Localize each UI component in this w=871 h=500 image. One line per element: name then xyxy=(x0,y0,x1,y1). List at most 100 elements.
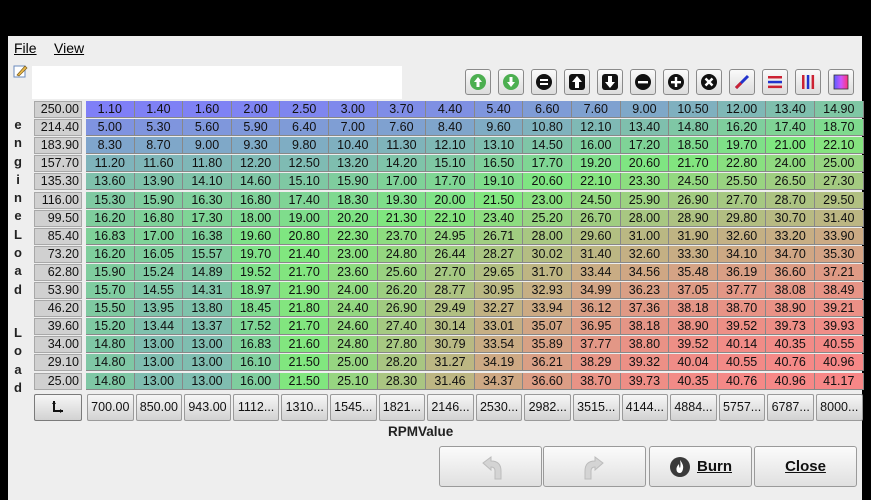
arrow-up-circle-button[interactable] xyxy=(465,69,491,95)
table-cell[interactable]: 13.44 xyxy=(134,318,184,336)
color-scale-button[interactable] xyxy=(828,69,854,95)
table-cell[interactable]: 21.90 xyxy=(280,282,329,299)
table-cell[interactable]: 12.20 xyxy=(231,155,281,173)
table-cell[interactable]: 19.70 xyxy=(231,245,281,263)
table-cell[interactable]: 23.00 xyxy=(329,245,378,263)
table-cell[interactable]: 32.60 xyxy=(620,245,670,263)
table-cell[interactable]: 38.90 xyxy=(669,318,718,336)
table-cell[interactable]: 10.40 xyxy=(329,137,378,155)
table-cell[interactable]: 14.90 xyxy=(815,101,864,118)
table-cell[interactable]: 21.70 xyxy=(280,263,329,281)
table-cell[interactable]: 14.50 xyxy=(523,137,572,155)
table-cell[interactable]: 20.20 xyxy=(329,209,378,227)
table-cell[interactable]: 28.20 xyxy=(377,354,427,372)
table-cell[interactable]: 24.50 xyxy=(669,173,718,191)
menu-file[interactable]: File xyxy=(14,40,37,56)
table-cell[interactable]: 24.50 xyxy=(572,191,621,209)
table-cell[interactable]: 17.30 xyxy=(183,209,232,227)
table-cell[interactable]: 31.40 xyxy=(572,245,621,263)
table-cell[interactable]: 33.30 xyxy=(669,245,718,263)
table-cell[interactable]: 10.80 xyxy=(523,119,572,137)
table-cell[interactable]: 16.20 xyxy=(86,245,135,263)
table-cell[interactable]: 40.55 xyxy=(717,354,767,372)
table-cell[interactable]: 37.36 xyxy=(620,300,670,318)
table-cell[interactable]: 6.40 xyxy=(280,119,329,137)
table-cell[interactable]: 40.14 xyxy=(717,336,767,354)
table-cell[interactable]: 1.10 xyxy=(86,101,135,118)
table-cell[interactable]: 25.50 xyxy=(717,173,767,191)
table-cell[interactable]: 13.00 xyxy=(183,372,232,390)
table-cell[interactable]: 34.56 xyxy=(620,263,670,281)
table-cell[interactable]: 31.40 xyxy=(815,209,864,227)
table-cell[interactable]: 1.60 xyxy=(183,101,232,118)
table-cell[interactable]: 27.80 xyxy=(377,336,427,354)
column-header[interactable]: 4144... xyxy=(621,393,669,421)
table-cell[interactable]: 22.10 xyxy=(572,173,621,191)
table-cell[interactable]: 18.45 xyxy=(231,300,281,318)
table-cell[interactable]: 14.89 xyxy=(183,263,232,281)
table-cell[interactable]: 22.10 xyxy=(815,137,864,155)
table-cell[interactable]: 34.19 xyxy=(474,354,524,372)
column-header[interactable]: 8000... xyxy=(816,393,863,421)
table-cell[interactable]: 15.30 xyxy=(86,191,135,209)
table-cell[interactable]: 17.00 xyxy=(377,173,427,191)
table-cell[interactable]: 25.20 xyxy=(523,209,572,227)
pencil-icon[interactable] xyxy=(12,63,28,79)
table-cell[interactable]: 16.83 xyxy=(231,336,281,354)
table-cell[interactable]: 19.20 xyxy=(572,155,621,173)
table-cell[interactable]: 39.52 xyxy=(669,336,718,354)
table-cell[interactable]: 34.37 xyxy=(474,372,524,390)
table-cell[interactable]: 13.20 xyxy=(329,155,378,173)
table-cell[interactable]: 19.30 xyxy=(377,191,427,209)
table-cell[interactable]: 21.50 xyxy=(280,372,329,390)
table-cell[interactable]: 11.30 xyxy=(377,137,427,155)
row-header[interactable]: 116.00 xyxy=(34,191,82,209)
table-cell[interactable]: 21.50 xyxy=(280,354,329,372)
table-cell[interactable]: 16.50 xyxy=(474,155,524,173)
row-header[interactable]: 46.20 xyxy=(34,300,82,318)
table-cell[interactable]: 3.70 xyxy=(377,101,427,118)
table-cell[interactable]: 14.31 xyxy=(183,282,232,299)
table-cell[interactable]: 12.50 xyxy=(280,155,329,173)
table-cell[interactable]: 9.00 xyxy=(183,137,232,155)
row-header[interactable]: 25.00 xyxy=(34,372,82,390)
table-cell[interactable]: 27.30 xyxy=(815,173,864,191)
table-cell[interactable]: 23.70 xyxy=(377,227,427,245)
table-cell[interactable]: 17.70 xyxy=(523,155,572,173)
table-cell[interactable]: 16.10 xyxy=(231,354,281,372)
table-cell[interactable]: 17.40 xyxy=(766,119,815,137)
table-cell[interactable]: 20.80 xyxy=(280,227,329,245)
table-cell[interactable]: 11.80 xyxy=(183,155,232,173)
table-cell[interactable]: 15.20 xyxy=(86,318,135,336)
table-cell[interactable]: 18.50 xyxy=(669,137,718,155)
table-cell[interactable]: 36.23 xyxy=(620,282,670,299)
table-cell[interactable]: 29.80 xyxy=(717,209,767,227)
table-cell[interactable]: 23.40 xyxy=(474,209,524,227)
table-cell[interactable]: 26.71 xyxy=(474,227,524,245)
minus-button[interactable] xyxy=(630,69,656,95)
table-cell[interactable]: 10.50 xyxy=(669,101,718,118)
table-cell[interactable]: 25.10 xyxy=(329,372,378,390)
table-cell[interactable]: 26.70 xyxy=(572,209,621,227)
table-cell[interactable]: 13.40 xyxy=(620,119,670,137)
table-cell[interactable]: 30.70 xyxy=(766,209,815,227)
table-cell[interactable]: 29.65 xyxy=(474,263,524,281)
close-button[interactable]: Close xyxy=(754,446,857,487)
table-cell[interactable]: 14.80 xyxy=(86,372,135,390)
table-cell[interactable]: 35.07 xyxy=(523,318,572,336)
column-header[interactable]: 2146... xyxy=(427,393,474,421)
table-cell[interactable]: 35.30 xyxy=(815,245,864,263)
table-cell[interactable]: 37.77 xyxy=(572,336,621,354)
multiply-button[interactable] xyxy=(696,69,722,95)
row-header[interactable]: 85.40 xyxy=(34,227,82,245)
table-cell[interactable]: 30.95 xyxy=(474,282,524,299)
column-header[interactable]: 1112... xyxy=(232,393,280,421)
table-cell[interactable]: 16.80 xyxy=(231,191,281,209)
table-cell[interactable]: 36.60 xyxy=(766,263,815,281)
table-cell[interactable]: 27.40 xyxy=(377,318,427,336)
column-header[interactable]: 3515... xyxy=(573,393,620,421)
table-cell[interactable]: 32.27 xyxy=(474,300,524,318)
table-cell[interactable]: 19.10 xyxy=(474,173,524,191)
table-cell[interactable]: 13.40 xyxy=(766,101,815,118)
table-cell[interactable]: 7.60 xyxy=(572,101,621,118)
